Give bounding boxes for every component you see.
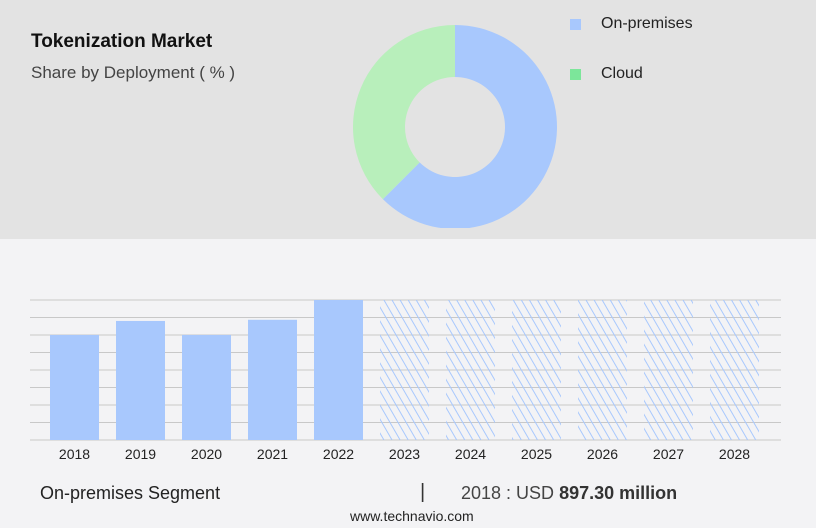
legend-item-on-premises: On-premises xyxy=(570,15,693,33)
tick-label-2023: 2023 xyxy=(389,446,420,462)
donut-slice-cloud xyxy=(353,25,455,200)
bar-2024 xyxy=(446,300,495,440)
x-axis-ticks: 2018 2019 2020 2021 2022 2023 2024 2025 2026 2027… xyxy=(59,446,750,462)
legend-item-cloud: Cloud xyxy=(570,65,643,83)
bar-2020 xyxy=(182,334,231,440)
bars xyxy=(50,300,759,440)
chart-title: Tokenization Market xyxy=(31,31,213,52)
bar-2021 xyxy=(248,319,297,440)
segment-value: 2018 : USD 897.30 million xyxy=(461,483,677,504)
bar-2022 xyxy=(314,300,363,440)
tick-label-2026: 2026 xyxy=(587,446,618,462)
bar-2028 xyxy=(710,300,759,440)
tick-label-2024: 2024 xyxy=(455,446,486,462)
tick-label-2018: 2018 xyxy=(59,446,90,462)
bar-2018 xyxy=(50,334,99,440)
legend-swatch xyxy=(570,68,581,80)
tick-label-2025: 2025 xyxy=(521,446,552,462)
year-label: 2018 : USD xyxy=(461,483,560,503)
value-amount: 897.30 million xyxy=(559,483,678,503)
tick-label-2028: 2028 xyxy=(719,446,750,462)
website-link[interactable]: www.technavio.com xyxy=(350,508,474,524)
donut-chart xyxy=(353,25,557,228)
bar-2023 xyxy=(380,300,429,440)
segment-label: On-premises Segment xyxy=(40,483,221,503)
tick-label-2022: 2022 xyxy=(323,446,354,462)
legend-swatch xyxy=(570,18,581,30)
legend-label: Cloud xyxy=(601,65,643,82)
tick-label-2019: 2019 xyxy=(125,446,156,462)
tick-label-2027: 2027 xyxy=(653,446,684,462)
bar-2026 xyxy=(578,300,627,440)
donut-slice-on-premises xyxy=(382,25,557,228)
separator: | xyxy=(420,481,426,503)
legend-label: On-premises xyxy=(601,15,693,32)
bar-2025 xyxy=(512,300,561,440)
bar-2027 xyxy=(644,300,693,440)
chart-subtitle: Share by Deployment ( % ) xyxy=(31,63,236,82)
bar-2019 xyxy=(116,320,165,440)
tick-label-2020: 2020 xyxy=(191,446,222,462)
tick-label-2021: 2021 xyxy=(257,446,288,462)
